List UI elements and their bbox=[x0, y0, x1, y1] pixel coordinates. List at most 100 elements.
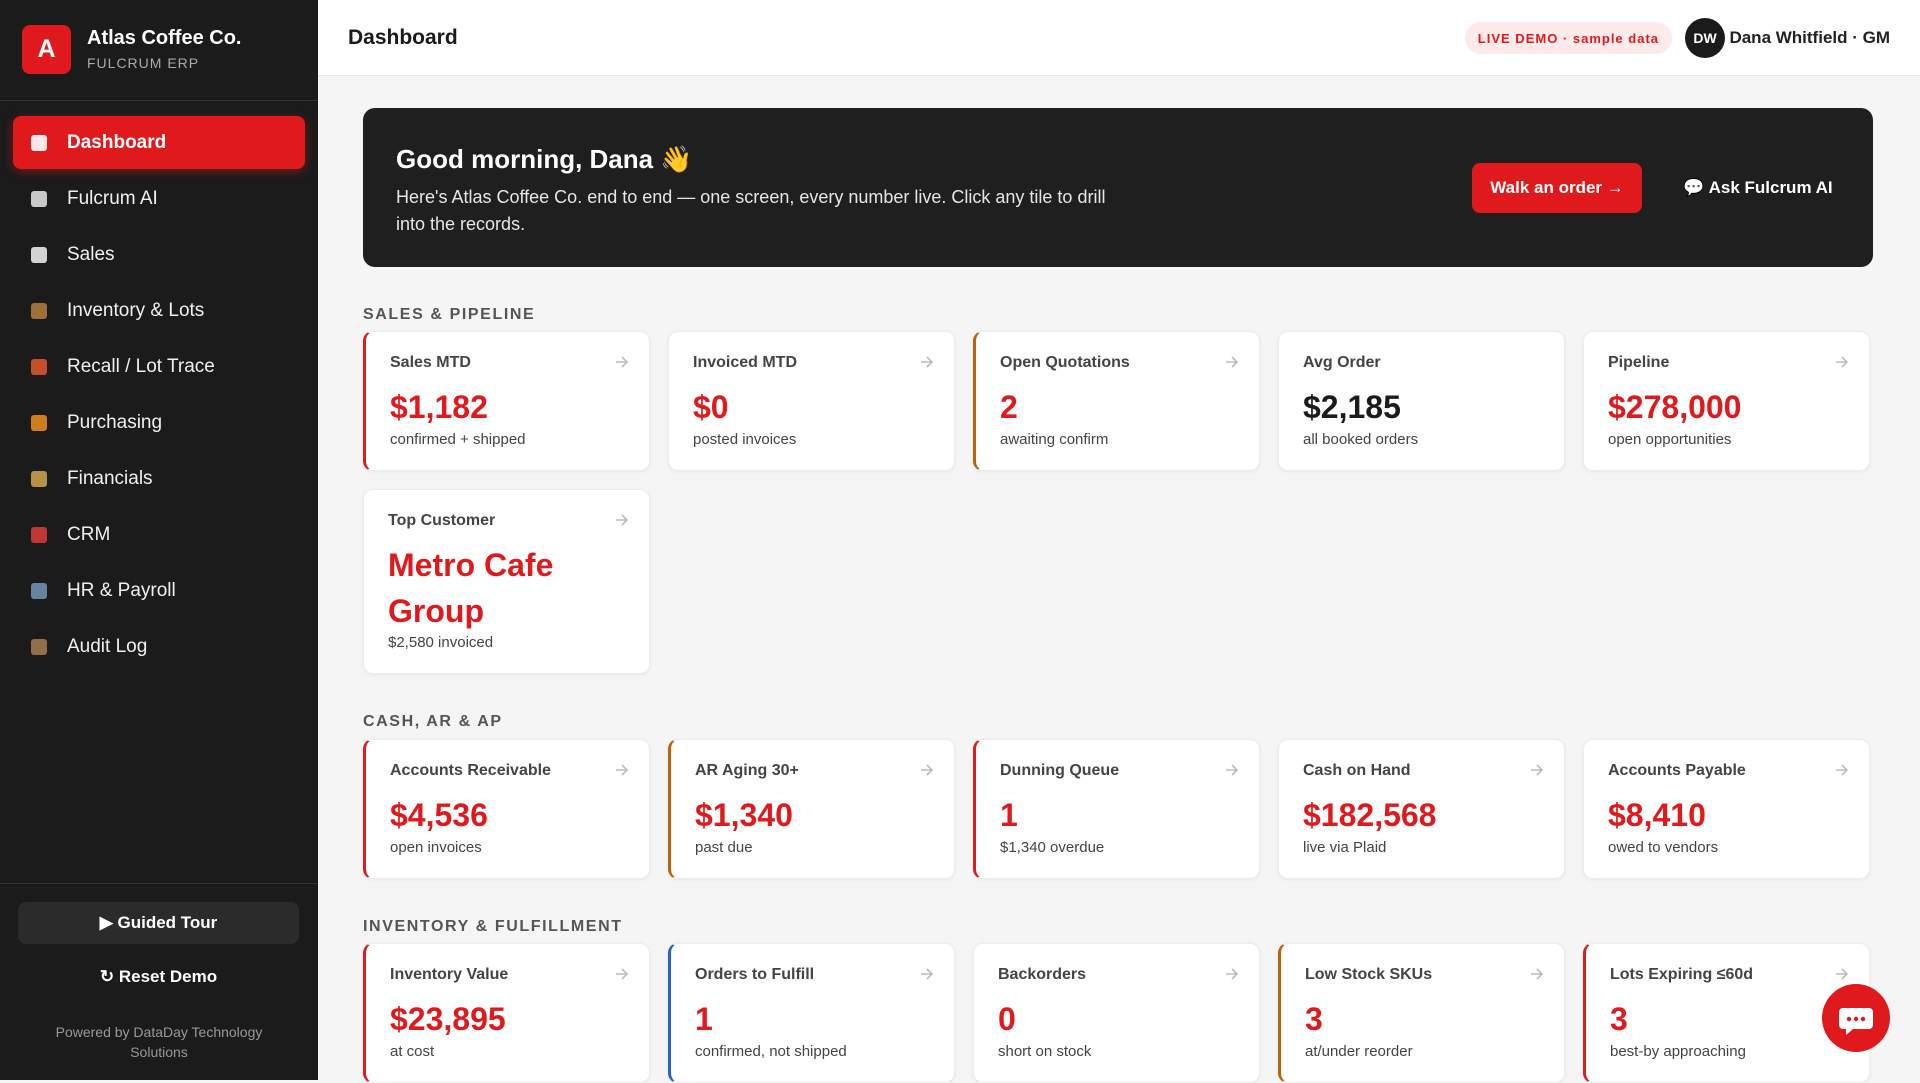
sidebar: A Atlas Coffee Co. FULCRUM ERP Dashboard… bbox=[0, 0, 318, 1080]
guided-tour-button[interactable]: ▶ Guided Tour bbox=[18, 902, 299, 944]
tile-value: 0 bbox=[998, 1001, 1016, 1037]
nav-item[interactable]: Purchasing bbox=[13, 396, 305, 449]
tile-arrow bbox=[1531, 968, 1544, 980]
tile-sub: live via Plaid bbox=[1303, 839, 1387, 856]
kpi-tile[interactable]: Inventory Value $23,895 at cost bbox=[363, 943, 650, 1083]
tile-label: Lots Expiring ≤60d bbox=[1610, 966, 1754, 983]
tile-sub: all booked orders bbox=[1303, 431, 1419, 448]
kpi-tile[interactable]: Accounts Receivable $4,536 open invoices bbox=[363, 739, 650, 879]
tile-sub: confirmed, not shipped bbox=[695, 1043, 847, 1060]
tile-arrow bbox=[1836, 968, 1849, 980]
tile-label: Accounts Payable bbox=[1608, 762, 1746, 779]
tile-label: Pipeline bbox=[1608, 354, 1670, 371]
chat-button[interactable] bbox=[1821, 983, 1891, 1053]
kpi-tile[interactable]: Top Customer Metro Cafe Group $2,580 invoi… bbox=[363, 489, 650, 674]
nav-label: Sales bbox=[67, 243, 115, 265]
tile-arrow bbox=[1226, 764, 1239, 776]
nav-icon bbox=[31, 470, 47, 487]
kpi-tile[interactable]: Low Stock SKUs 3 at/under reorder bbox=[1278, 943, 1565, 1083]
tile-label: Invoiced MTD bbox=[693, 354, 798, 371]
tile-arrow bbox=[616, 764, 629, 776]
tile-grid: Inventory Value $23,895 at cost Orders to F… bbox=[363, 943, 1873, 1083]
nav-item[interactable]: Sales bbox=[13, 228, 305, 281]
tile-label: Orders to Fulfill bbox=[695, 966, 815, 983]
kpi-tile[interactable]: Sales MTD $1,182 confirmed + shipped bbox=[363, 331, 650, 471]
tile-value: 3 bbox=[1305, 1001, 1323, 1037]
brand-subtitle: FULCRUM ERP bbox=[87, 55, 200, 71]
nav-label: Dashboard bbox=[67, 131, 167, 153]
tile-arrow bbox=[1226, 968, 1239, 980]
tile-value: 1 bbox=[1000, 797, 1018, 833]
tile-label: Backorders bbox=[998, 966, 1087, 983]
tile-sub: posted invoices bbox=[693, 431, 797, 448]
kpi-tile[interactable]: Dunning Queue 1 $1,340 overdue bbox=[973, 739, 1260, 879]
tile-sub: best-by approaching bbox=[1610, 1043, 1746, 1060]
page-title: Dashboard bbox=[348, 26, 458, 49]
section-title: INVENTORY & FULFILLMENT bbox=[363, 918, 623, 935]
kpi-tile[interactable]: Backorders 0 short on stock bbox=[973, 943, 1260, 1083]
divider bbox=[0, 100, 318, 101]
nav-icon bbox=[31, 358, 47, 375]
nav-label: CRM bbox=[67, 523, 111, 545]
banner-title: Good morning, Dana 👋 bbox=[396, 144, 693, 174]
tile-label: Accounts Receivable bbox=[390, 762, 551, 779]
kpi-tile[interactable]: Accounts Payable $8,410 owed to vendors bbox=[1583, 739, 1870, 879]
tile-sub: past due bbox=[695, 839, 753, 856]
brand-name: Atlas Coffee Co. bbox=[87, 27, 242, 49]
nav-label: Purchasing bbox=[67, 411, 163, 433]
nav-icon bbox=[31, 134, 47, 151]
tile-arrow bbox=[616, 968, 629, 980]
walk-order-button[interactable]: Walk an order → bbox=[1472, 163, 1642, 213]
tile-sub: awaiting confirm bbox=[1000, 431, 1109, 448]
tile-arrow bbox=[921, 764, 934, 776]
tile-label: Top Customer bbox=[388, 512, 496, 529]
tile-value: $0 bbox=[693, 389, 729, 425]
kpi-tile[interactable]: AR Aging 30+ $1,340 past due bbox=[668, 739, 955, 879]
nav-list: Dashboard Fulcrum AI Sales Inventory & Lots… bbox=[13, 116, 305, 676]
tile-value: $23,895 bbox=[390, 1001, 506, 1037]
kpi-tile: Avg Order $2,185 all booked orders bbox=[1278, 331, 1565, 471]
tile-sub: at cost bbox=[390, 1043, 435, 1060]
reset-demo-button[interactable]: ↻ Reset Demo bbox=[99, 967, 218, 986]
tile-sub: short on stock bbox=[998, 1043, 1092, 1060]
tile-sub: open invoices bbox=[390, 839, 482, 856]
kpi-tile[interactable]: Cash on Hand $182,568 live via Plaid bbox=[1278, 739, 1565, 879]
nav-icon bbox=[31, 190, 47, 207]
nav-item[interactable]: Inventory & Lots bbox=[13, 284, 305, 337]
tile-label: Low Stock SKUs bbox=[1305, 966, 1433, 983]
footer: Powered by DataDay Technology Solutions bbox=[55, 1024, 263, 1060]
kpi-tile[interactable]: Pipeline $278,000 open opportunities bbox=[1583, 331, 1870, 471]
user-name[interactable]: Dana Whitfield · GM bbox=[1729, 28, 1890, 47]
nav-label: Recall / Lot Trace bbox=[67, 355, 215, 377]
tile-value: $4,536 bbox=[390, 797, 488, 833]
tile-label: Cash on Hand bbox=[1303, 762, 1411, 779]
demo-badge: LIVE DEMO · sample data bbox=[1464, 22, 1672, 54]
kpi-tile[interactable]: Invoiced MTD $0 posted invoices bbox=[668, 331, 955, 471]
nav-item[interactable]: Recall / Lot Trace bbox=[13, 340, 305, 393]
kpi-tile[interactable]: Lots Expiring ≤60d 3 best-by approaching bbox=[1583, 943, 1870, 1083]
tile-value: $182,568 bbox=[1303, 797, 1437, 833]
nav-icon bbox=[31, 414, 47, 431]
nav-item[interactable]: Fulcrum AI bbox=[13, 172, 305, 225]
nav-icon bbox=[31, 526, 47, 543]
nav-icon bbox=[31, 582, 47, 599]
avatar[interactable]: DW bbox=[1685, 18, 1725, 58]
ask-ai-button[interactable]: 💬 Ask Fulcrum AI bbox=[1683, 178, 1833, 197]
nav-item[interactable]: HR & Payroll bbox=[13, 564, 305, 617]
tile-sub: at/under reorder bbox=[1305, 1043, 1413, 1060]
nav-label: Audit Log bbox=[67, 635, 148, 657]
tile-value: $1,340 bbox=[695, 797, 793, 833]
nav-item[interactable]: Audit Log bbox=[13, 620, 305, 673]
nav-item[interactable]: CRM bbox=[13, 508, 305, 561]
kpi-tile[interactable]: Orders to Fulfill 1 confirmed, not shipped bbox=[668, 943, 955, 1083]
tile-value: 3 bbox=[1610, 1001, 1628, 1037]
kpi-tile[interactable]: Open Quotations 2 awaiting confirm bbox=[973, 331, 1260, 471]
nav-icon bbox=[31, 302, 47, 319]
tile-arrow bbox=[921, 968, 934, 980]
tile-arrow bbox=[616, 356, 629, 368]
divider bbox=[0, 883, 318, 884]
tile-sub: confirmed + shipped bbox=[390, 431, 526, 448]
tile-arrow bbox=[921, 356, 934, 368]
nav-item[interactable]: Financials bbox=[13, 452, 305, 505]
nav-item[interactable]: Dashboard bbox=[13, 116, 305, 169]
